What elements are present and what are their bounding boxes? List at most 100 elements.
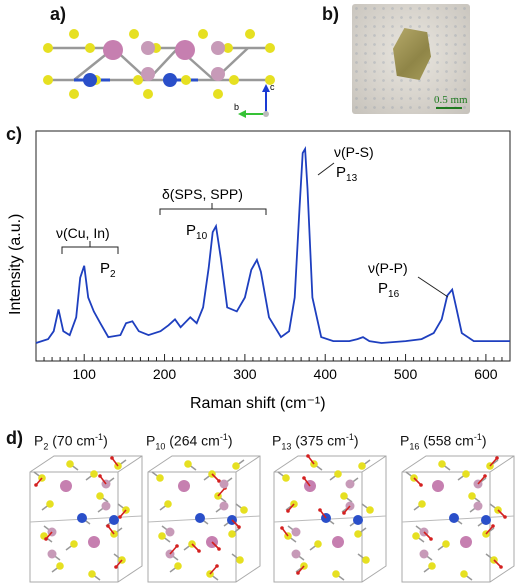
atom <box>46 500 54 508</box>
unit-cell <box>273 454 387 583</box>
displacement-arrow-head <box>280 526 284 530</box>
phosphorus-atom <box>141 67 155 81</box>
atom <box>481 515 491 525</box>
displacement-arrow-head <box>491 524 495 528</box>
indium-atom <box>175 40 195 60</box>
displacement-arrow-head <box>217 479 221 483</box>
atom <box>240 506 248 514</box>
displacement-arrow-head <box>110 456 114 460</box>
displacement-arrow-head <box>175 544 179 548</box>
atom <box>428 562 436 570</box>
annotation-p10: P10 <box>186 222 208 242</box>
panel-label-b: b) <box>322 4 339 24</box>
x-ticks: 100 200 300 400 500 600 <box>43 354 503 382</box>
atom <box>60 480 72 492</box>
displacement-arrow-head <box>296 571 300 575</box>
atom <box>418 500 426 508</box>
displacement-arrow-head <box>118 515 122 519</box>
copper-atom <box>163 73 177 87</box>
atom <box>90 470 98 478</box>
atom <box>66 460 74 468</box>
copper-atom <box>83 73 97 87</box>
sulfur-atoms <box>43 29 275 99</box>
atom <box>47 549 57 559</box>
atom <box>419 549 429 559</box>
displacement-arrow-head <box>306 454 310 458</box>
atom <box>88 570 96 578</box>
atom <box>353 515 363 525</box>
annotation-p13: P13 <box>336 164 358 184</box>
atom <box>56 562 64 570</box>
atom <box>432 480 444 492</box>
mode-label-p16: P16 (558 cm-1) <box>400 432 487 452</box>
x-tick-label: 100 <box>73 366 97 382</box>
atom <box>109 515 119 525</box>
panel-label-d: d) <box>6 428 23 448</box>
x-tick-label: 300 <box>233 366 257 382</box>
displacement-arrow-head <box>237 525 241 529</box>
atom <box>468 492 476 500</box>
cell-outline <box>147 455 261 583</box>
atom <box>156 474 164 482</box>
atom <box>462 470 470 478</box>
phosphorus-atom <box>211 67 225 81</box>
x-tick-label: 400 <box>314 366 338 382</box>
displacement-arrow-head <box>342 511 346 515</box>
displacement-arrow-head <box>217 547 221 551</box>
atom <box>164 500 172 508</box>
scale-bar <box>436 107 462 109</box>
displacement-arrow-head <box>215 564 219 568</box>
phosphorus-atom <box>211 41 225 55</box>
atom <box>291 527 301 537</box>
unit-cell <box>147 455 261 583</box>
atom <box>101 501 111 511</box>
annotation-ps-text: ν(P-S) <box>334 144 374 160</box>
axis-b-label: b <box>234 102 239 112</box>
atom <box>340 492 348 500</box>
atom <box>282 474 290 482</box>
displacement-arrow-head <box>44 537 48 541</box>
displacement-arrow-head <box>197 549 201 553</box>
scale-bar-label: 0.5 mm <box>434 94 468 106</box>
displacement-arrow-head <box>503 515 507 519</box>
axis-c-label: c <box>270 82 275 92</box>
panel-label-a: a) <box>50 4 67 24</box>
displacement-arrow-head <box>114 565 118 569</box>
unit-cell <box>401 455 515 583</box>
mode-label-p10: P10 (264 cm-1) <box>146 432 233 452</box>
atom <box>96 492 104 500</box>
atom <box>460 570 468 578</box>
atom <box>236 556 244 564</box>
cell-outline <box>401 455 515 583</box>
atom <box>332 536 344 548</box>
displacement-arrow-head <box>429 537 433 541</box>
panel-label-c: c) <box>6 124 23 144</box>
displacement-arrow-head <box>499 565 503 569</box>
annotation-pp-text: ν(P-P) <box>368 260 408 276</box>
displacement-arrow-head <box>98 474 102 478</box>
atom <box>165 527 175 537</box>
atom <box>77 513 87 523</box>
spectrum-line <box>35 146 510 344</box>
displacement-arrow-head <box>34 483 38 487</box>
atom <box>362 556 370 564</box>
phosphorus-atom <box>141 41 155 55</box>
x-axis-label: Raman shift (cm⁻¹) <box>190 395 326 412</box>
displacement-arrow-head <box>302 476 306 480</box>
atom <box>219 501 229 511</box>
annotation-sps: δ(SPS, SPP) P10 <box>159 186 267 242</box>
vibration-mode-cells <box>29 454 515 583</box>
atom <box>219 479 229 489</box>
x-tick-label: 600 <box>474 366 498 382</box>
annotation-sps-text: δ(SPS, SPP) <box>162 186 243 202</box>
annotation-cu-in-text: ν(Cu, In) <box>56 225 110 241</box>
atom <box>354 530 362 538</box>
displacement-arrow-head <box>286 509 290 513</box>
axis-indicator: c b <box>234 82 275 118</box>
atom <box>314 540 322 548</box>
displacement-arrow-head <box>318 508 322 512</box>
atom <box>174 562 182 570</box>
x-tick-label: 500 <box>394 366 418 382</box>
mode-label-p13: P13 (375 cm-1) <box>272 432 359 452</box>
annotation-cu-in: ν(Cu, In) P2 <box>56 225 119 280</box>
